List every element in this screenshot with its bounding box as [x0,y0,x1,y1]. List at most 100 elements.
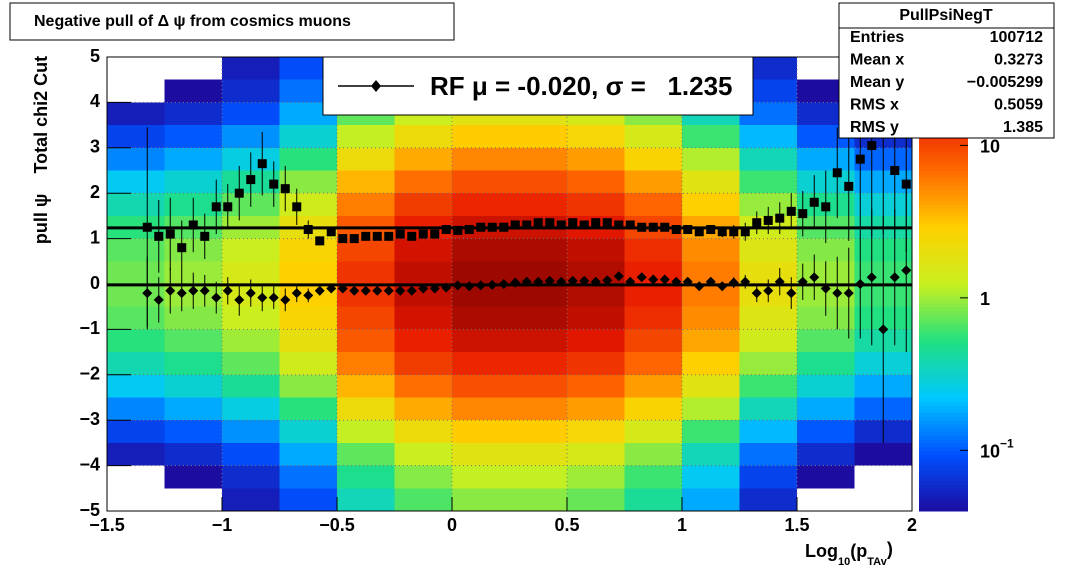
heat-cell [624,352,682,375]
sigma-marker [798,209,808,219]
sigma-marker [786,206,796,216]
sigma-marker [568,218,578,228]
heat-cell [107,442,165,466]
color-bar-strip [919,325,968,330]
heat-cell [337,147,395,171]
color-bar-strip [919,374,968,380]
color-bar-strip [919,336,968,342]
heat-cell [164,329,222,353]
heat-cell [509,193,567,216]
heat-cell [337,125,395,148]
heat-cell [739,57,797,80]
heat-cell [509,420,567,443]
heat-cell [164,170,222,194]
heat-cell [739,193,797,216]
heat-cell [509,442,567,466]
color-bar-strip [919,159,968,164]
color-bar-strip [919,231,968,236]
heat-cell [337,488,395,511]
color-bar-strip [919,291,968,296]
heat-cell [279,125,337,148]
heat-cell [567,374,625,398]
mean-marker [234,294,245,305]
color-bar-strip [919,458,968,463]
mean-marker [521,276,532,287]
heat-cell [567,488,625,511]
sigma-marker [832,168,842,178]
color-bar-strip [919,446,968,451]
heat-cell [452,374,510,398]
y-axis-label: pull ψ Total chi2 Cut [31,56,51,244]
mean-marker [878,324,889,335]
color-bar-strip [919,352,968,357]
y-tick-label: 5 [90,46,100,66]
mean-marker [740,276,751,287]
heat-cell [739,374,797,398]
sigma-marker [142,222,152,232]
heat-cell [797,374,855,398]
color-bar-strip [919,174,968,179]
heat-cell [279,170,337,194]
sigma-marker [211,202,221,212]
heat-cell [624,284,682,307]
heat-cell [739,397,797,421]
stats-label: Mean y [850,74,904,91]
mean-marker [855,279,866,289]
sigma-marker [269,179,279,189]
color-bar-strip [919,371,968,376]
heat-cell [624,238,682,262]
mean-marker [211,292,222,303]
heat-cell [509,374,567,398]
mean-marker [694,281,705,292]
mean-marker [429,283,440,294]
y-tick-label: 1 [90,227,100,247]
sigma-marker [407,231,417,241]
mean-marker [579,275,590,286]
heat-cell [682,238,740,262]
x-label-part: ) [887,539,893,559]
mean-marker [590,276,601,287]
color-bar-strip [919,318,968,323]
heat-cell [107,284,165,307]
mean-marker [188,285,199,296]
mean-marker [648,274,659,285]
heat-cell [739,488,797,511]
heat-cell [452,488,510,511]
heat-cell [164,102,222,126]
mean-marker [498,279,509,289]
mean-marker [671,276,682,287]
heat-cell [222,488,280,511]
heat-cell [337,193,395,216]
legend-marker [371,80,381,92]
mean-marker [544,275,555,286]
heat-cell [624,170,682,194]
heat-cell [452,329,510,353]
mean-marker [349,285,360,296]
heat-cell [739,147,797,171]
stats-label: RMS y [850,119,899,136]
heat-cell [682,193,740,216]
sigma-marker [579,220,589,230]
heat-cell [567,125,625,148]
stats-value: 100712 [990,29,1043,46]
color-bar-strip [919,185,968,190]
color-bar-strip [919,170,968,175]
heat-cell [452,193,510,216]
heat-cell [509,352,567,375]
x-tick-label: −0.5 [319,515,355,535]
color-bar-strip [919,196,968,202]
heat-cell [624,306,682,330]
heat-cell [509,397,567,421]
color-bar-strip [919,238,968,243]
sigma-marker [637,222,647,232]
color-bar-strip [919,310,968,315]
color-bar-strip [919,200,968,206]
color-bar-strip [919,355,968,361]
sigma-marker [660,222,670,232]
stats-box: PullPsiNegT Entries 100712 Mean x 0.3273 Mea… [838,2,1055,139]
heat-cell [509,465,567,489]
sigma-marker [844,181,854,191]
heat-cell [337,397,395,421]
color-bar-tick-text: 10 [980,136,1000,156]
mean-marker [464,281,475,292]
